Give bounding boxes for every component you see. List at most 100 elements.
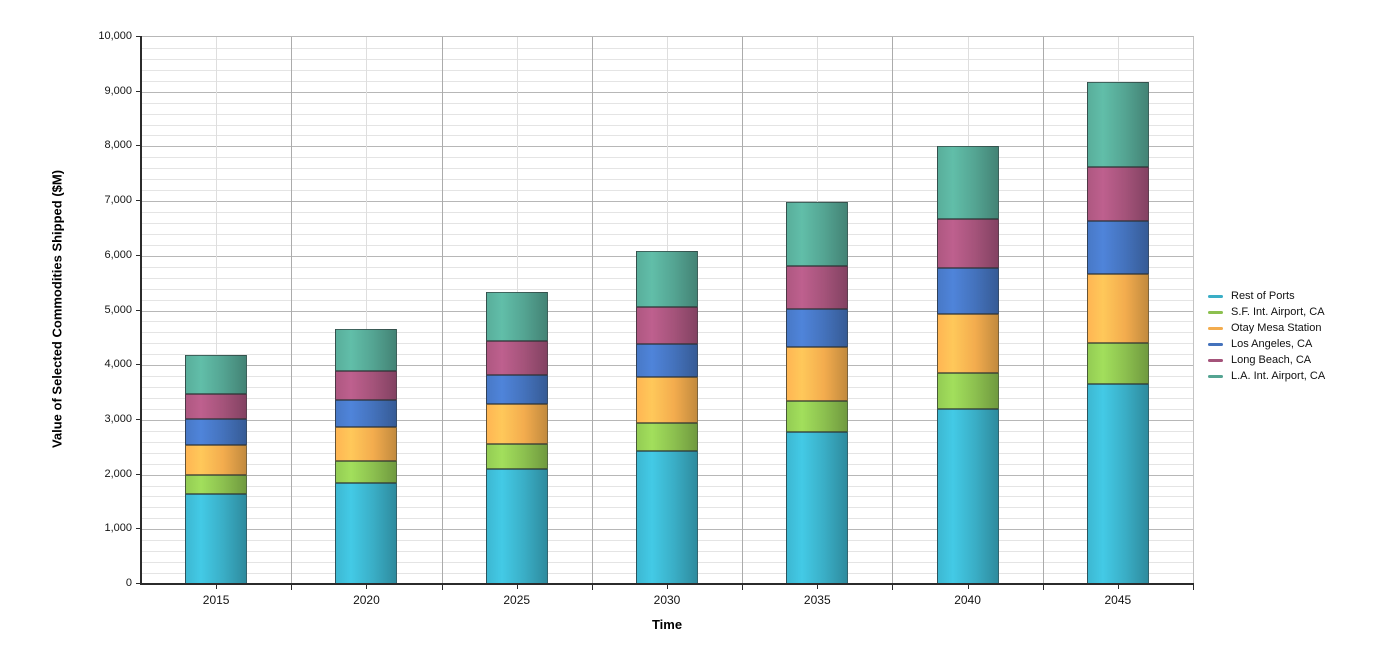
x-tick-label: 2045 bbox=[1104, 593, 1132, 607]
y-tick-label: 6,000 bbox=[104, 248, 132, 261]
y-tick-label: 10,000 bbox=[98, 30, 132, 42]
y-tick-label: 9,000 bbox=[104, 84, 132, 97]
bar-segment bbox=[485, 469, 548, 584]
bar-segment bbox=[936, 267, 999, 314]
y-tick bbox=[136, 200, 141, 202]
legend-marker-icon bbox=[1208, 359, 1223, 362]
bar-segment bbox=[335, 460, 398, 484]
bar-segment bbox=[185, 394, 248, 419]
bar-segment bbox=[936, 372, 999, 410]
x-tick-label: 2015 bbox=[202, 593, 230, 607]
bar-segment bbox=[936, 313, 999, 373]
bar-segment bbox=[636, 451, 698, 584]
v-gridline-major bbox=[892, 37, 894, 584]
y-tick-label: 8,000 bbox=[104, 139, 132, 152]
x-tick-label: 2040 bbox=[954, 593, 981, 607]
legend-marker-icon bbox=[1208, 375, 1223, 378]
v-gridline-major bbox=[1042, 37, 1044, 584]
x-tick bbox=[516, 585, 518, 589]
legend-label: Otay Mesa Station bbox=[1231, 322, 1322, 334]
y-axis-line bbox=[140, 36, 142, 584]
y-tick bbox=[136, 90, 141, 92]
bar-segment bbox=[485, 444, 548, 470]
bar-segment bbox=[335, 370, 398, 400]
bar-segment bbox=[636, 376, 698, 423]
bar-segment bbox=[786, 431, 849, 584]
x-tick bbox=[366, 585, 368, 589]
bar-segment bbox=[936, 409, 999, 584]
bar-segment bbox=[185, 444, 248, 475]
y-tick bbox=[136, 418, 141, 420]
x-tick bbox=[967, 585, 969, 589]
bar-segment bbox=[335, 426, 398, 461]
v-gridline-minor bbox=[216, 37, 218, 584]
bar-segment bbox=[636, 306, 698, 345]
y-tick-label: 2,000 bbox=[104, 467, 132, 480]
bar-segment bbox=[485, 375, 548, 405]
y-tick-label: 4,000 bbox=[104, 358, 132, 371]
legend-item: Los Angeles, CA bbox=[1208, 337, 1325, 352]
y-tick-label: 3,000 bbox=[104, 412, 132, 425]
legend: Rest of Ports S.F. Int. Airport, CA Otay M… bbox=[1208, 289, 1325, 385]
y-tick bbox=[136, 583, 141, 584]
x-tick bbox=[1117, 585, 1119, 589]
bar-segment bbox=[185, 493, 248, 584]
bar-segment bbox=[1086, 274, 1149, 343]
legend-item: L.A. Int. Airport, CA bbox=[1208, 369, 1325, 384]
x-tick bbox=[892, 585, 894, 590]
legend-label: Rest of Ports bbox=[1231, 290, 1295, 302]
bar-segment bbox=[485, 341, 548, 376]
y-tick bbox=[136, 254, 141, 256]
v-gridline-major bbox=[291, 37, 293, 584]
bar-segment bbox=[1086, 342, 1149, 385]
bar-segment bbox=[636, 251, 698, 307]
v-gridline-major bbox=[742, 37, 744, 584]
bar-segment bbox=[786, 308, 849, 347]
bar-segment bbox=[636, 422, 698, 452]
bar-segment bbox=[335, 399, 398, 427]
v-gridline-major bbox=[441, 37, 443, 584]
bar-segment bbox=[786, 202, 849, 267]
bar-segment bbox=[786, 346, 849, 402]
legend-marker-icon bbox=[1208, 295, 1223, 298]
bar-segment bbox=[936, 219, 999, 268]
y-tick bbox=[136, 528, 141, 530]
bar-segment bbox=[335, 329, 398, 371]
x-tick-label: 2020 bbox=[353, 593, 380, 607]
x-tick bbox=[817, 585, 819, 589]
legend-item: S.F. Int. Airport, CA bbox=[1208, 305, 1325, 320]
y-tick bbox=[136, 36, 141, 37]
bar-segment bbox=[185, 418, 248, 445]
x-tick bbox=[1042, 585, 1044, 590]
x-tick bbox=[441, 585, 443, 590]
legend-label: L.A. Int. Airport, CA bbox=[1231, 370, 1326, 382]
bar-segment bbox=[936, 146, 999, 220]
y-tick-label: 7,000 bbox=[104, 194, 132, 207]
legend-marker-icon bbox=[1208, 311, 1223, 314]
x-tick-label: 2030 bbox=[653, 593, 681, 607]
y-tick bbox=[136, 145, 141, 147]
x-axis-line bbox=[140, 583, 1194, 585]
legend-item: Rest of Ports bbox=[1208, 289, 1325, 304]
legend-label: Long Beach, CA bbox=[1231, 354, 1312, 366]
y-tick bbox=[136, 473, 141, 475]
bar-segment bbox=[1086, 81, 1149, 167]
x-tick-label: 2035 bbox=[803, 593, 831, 607]
x-tick bbox=[216, 585, 218, 589]
y-axis-title: Value of Selected Commodities Shipped ($… bbox=[49, 169, 65, 449]
x-tick bbox=[742, 585, 744, 590]
bar-segment bbox=[1086, 166, 1149, 222]
legend-label: Los Angeles, CA bbox=[1231, 338, 1313, 350]
y-tick bbox=[136, 364, 141, 366]
v-gridline-major bbox=[591, 37, 593, 584]
v-gridline-minor bbox=[366, 37, 368, 584]
bar-segment bbox=[1086, 221, 1149, 275]
bar-segment bbox=[485, 292, 548, 342]
x-tick bbox=[291, 585, 293, 590]
bar-segment bbox=[786, 401, 849, 432]
plot-area bbox=[141, 36, 1194, 584]
legend-marker-icon bbox=[1208, 343, 1223, 346]
bar-segment bbox=[786, 266, 849, 309]
bar-segment bbox=[185, 354, 248, 395]
